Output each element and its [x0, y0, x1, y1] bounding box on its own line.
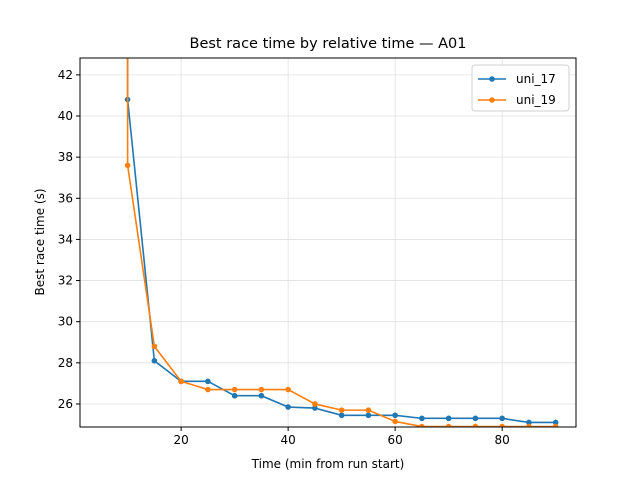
- data-point-uni_19: [312, 401, 318, 407]
- x-tick-label: 40: [280, 433, 295, 447]
- data-point-uni_17: [445, 415, 452, 422]
- series-group: [124, 58, 559, 427]
- data-point-uni_19: [445, 423, 452, 427]
- data-point-uni_19: [338, 407, 345, 413]
- data-point-uni_19: [151, 343, 158, 350]
- data-point-uni_17: [285, 404, 291, 410]
- legend-label-uni_19: uni_19: [516, 93, 556, 107]
- data-point-uni_17: [365, 412, 372, 419]
- grid: [80, 58, 576, 427]
- data-point-uni_17: [472, 415, 479, 422]
- data-point-uni_19: [124, 162, 131, 169]
- chart-title: Best race time by relative time — A01: [190, 36, 467, 52]
- data-point-uni_19: [392, 418, 398, 425]
- data-point-uni_19: [472, 423, 479, 427]
- legend-label-uni_17: uni_17: [516, 72, 556, 86]
- data-point-uni_19: [258, 386, 265, 393]
- y-tick-label: 40: [58, 109, 73, 123]
- legend: uni_17 uni_19: [471, 64, 570, 112]
- data-point-uni_19: [526, 423, 532, 427]
- y-axis-label: Best race time (s): [33, 188, 47, 295]
- y-tick-label: 42: [58, 68, 73, 82]
- data-point-uni_19: [419, 423, 425, 427]
- data-point-uni_17: [499, 415, 505, 422]
- legend-marker-uni_17: [489, 76, 495, 82]
- data-point-uni_17: [151, 357, 158, 364]
- data-point-uni_19: [552, 423, 559, 427]
- data-point-uni_17: [312, 405, 318, 411]
- data-point-uni_17: [419, 415, 425, 422]
- y-tick-label: 34: [58, 232, 73, 246]
- data-point-uni_17: [231, 392, 238, 399]
- y-tick-label: 30: [58, 315, 73, 329]
- legend-marker-uni_19: [489, 97, 495, 103]
- data-point-uni_19: [285, 386, 291, 393]
- y-tick-label: 36: [58, 191, 73, 205]
- x-tick-label: 80: [495, 433, 510, 447]
- data-point-uni_19: [231, 386, 238, 393]
- data-point-uni_19: [178, 378, 184, 385]
- data-point-uni_19: [205, 386, 211, 393]
- y-tick-label: 32: [58, 274, 73, 288]
- y-tick-label: 28: [58, 356, 73, 370]
- plot-frame: [79, 57, 577, 428]
- data-point-uni_19: [499, 423, 505, 427]
- x-axis-label: Time (min from run start): [251, 457, 405, 471]
- x-tick-label: 60: [388, 433, 403, 447]
- y-tick-label: 26: [58, 397, 73, 411]
- data-point-uni_17: [392, 412, 398, 419]
- data-point-uni_17: [338, 412, 345, 419]
- y-tick-label: 38: [58, 150, 73, 164]
- data-point-uni_19: [365, 407, 372, 413]
- data-point-uni_17: [552, 419, 559, 426]
- series-line-uni_17: [126, 58, 556, 424]
- data-point-uni_17: [526, 419, 532, 426]
- data-point-uni_17: [205, 378, 211, 385]
- x-tick-label: 20: [173, 433, 188, 447]
- ticks: 20 40 60 80 26 28 30 32 34 36 38 40 42: [58, 68, 510, 447]
- data-point-uni_17: [258, 392, 265, 399]
